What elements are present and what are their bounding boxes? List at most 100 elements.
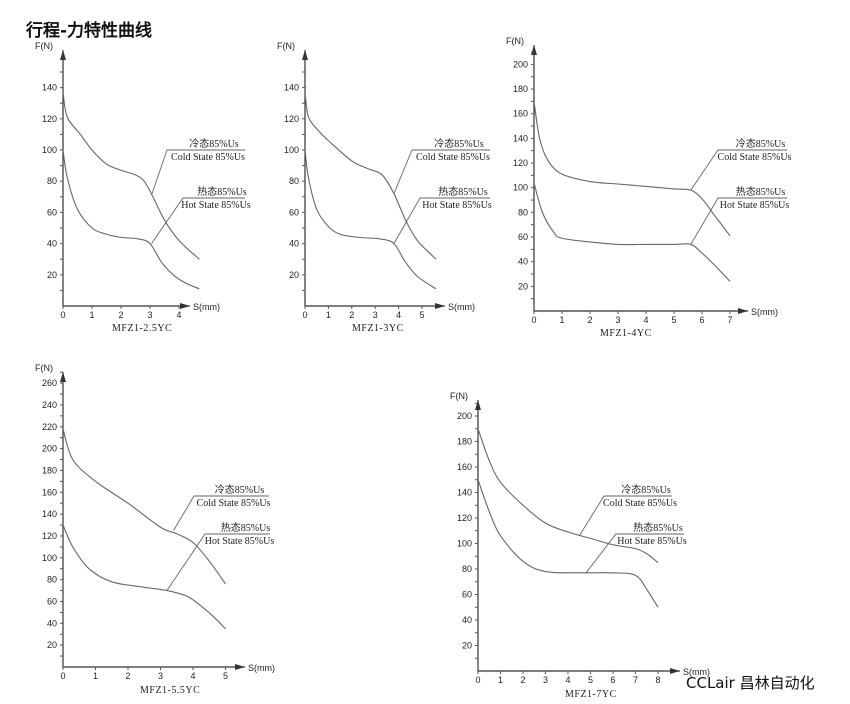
y-tick-label: 80	[47, 575, 57, 585]
leader-line	[393, 149, 490, 194]
cold-state-curve	[62, 92, 200, 260]
y-tick-label: 60	[47, 207, 57, 217]
x-tick-label: 1	[89, 310, 94, 320]
y-tick-label: 100	[42, 145, 57, 155]
series-label-cn: 冷态85%Us	[434, 137, 484, 150]
leader-line	[173, 495, 269, 531]
x-tick-label: 0	[475, 675, 480, 685]
x-tick-label: 2	[520, 675, 525, 685]
x-axis-arrow-icon	[435, 303, 445, 309]
y-tick-label: 40	[462, 615, 472, 625]
y-tick-label: 140	[457, 488, 472, 498]
y-tick-label: 140	[284, 83, 299, 93]
y-tick-label: 20	[462, 641, 472, 651]
y-tick-label: 20	[518, 281, 528, 291]
x-tick-label: 4	[565, 675, 570, 685]
series-label-cn: 热态85%Us	[438, 185, 488, 198]
series-label-en: Cold State 85%Us	[603, 498, 677, 509]
x-axis-label: S(mm)	[751, 307, 778, 317]
series-label-cn: 冷态85%Us	[736, 137, 786, 150]
x-tick-label: 4	[176, 310, 181, 320]
watermark: CCLair 昌林自动化	[686, 674, 815, 692]
chart-5: F(N) S(mm) 20 40 60 80 100 120 140 160 180 200 0 1 2 3 4…	[450, 391, 710, 700]
x-tick-label: 6	[699, 315, 704, 325]
hot-state-curve	[62, 524, 226, 630]
x-axis-label: S(mm)	[683, 667, 710, 677]
page-title: 行程-力特性曲线	[26, 21, 153, 41]
model-label: MFZ1-7YC	[565, 689, 617, 700]
x-tick-label: 7	[727, 315, 732, 325]
model-label: MFZ1-5.5YC	[140, 685, 200, 696]
x-tick-label: 8	[655, 675, 660, 685]
x-tick-label: 3	[147, 310, 152, 320]
y-tick-label: 60	[289, 207, 299, 217]
y-tick-label: 160	[513, 109, 528, 119]
y-tick-label: 100	[457, 539, 472, 549]
y-tick-label: 100	[284, 145, 299, 155]
y-tick-label: 80	[47, 176, 57, 186]
leader-line	[690, 149, 787, 191]
y-axis-arrow-icon	[302, 50, 308, 60]
x-tick-label: 0	[302, 310, 307, 320]
series-label-cn: 冷态85%Us	[189, 137, 239, 150]
y-tick-label: 260	[42, 378, 57, 388]
y-axis-label: F(N)	[277, 41, 295, 51]
y-tick-label: 80	[462, 564, 472, 574]
series-label-en: Cold State 85%Us	[416, 152, 490, 163]
y-tick-label: 200	[42, 444, 57, 454]
y-tick-label: 120	[42, 114, 57, 124]
y-axis-arrow-icon	[475, 400, 481, 410]
x-tick-label: 2	[125, 671, 130, 681]
y-tick-label: 120	[457, 513, 472, 523]
hot-state-curve	[533, 182, 731, 282]
cold-state-curve	[62, 428, 226, 585]
y-tick-label: 220	[42, 422, 57, 432]
y-tick-label: 20	[47, 640, 57, 650]
chart-3: F(N) S(mm) 20 40 60 80 100 120 140 160 180 200 0 1 2 3 4…	[506, 36, 792, 339]
y-axis-label: F(N)	[35, 41, 53, 51]
x-tick-label: 3	[158, 671, 163, 681]
hot-state-curve	[477, 479, 659, 608]
y-tick-label: 40	[47, 239, 57, 249]
x-tick-label: 5	[419, 310, 424, 320]
cold-state-curve	[533, 101, 731, 237]
y-tick-label: 200	[513, 59, 528, 69]
x-axis-arrow-icon	[670, 668, 680, 674]
series-label-en: Cold State 85%Us	[197, 498, 271, 509]
y-tick-label: 140	[42, 83, 57, 93]
hot-state-curve	[304, 149, 437, 290]
chart-1: F(N) S(mm) 20 40 60 80 100 120 140 0 1 2 3 4 冷态85%Us Co…	[35, 41, 251, 334]
x-tick-label: 1	[498, 675, 503, 685]
model-label: MFZ1-4YC	[600, 328, 652, 339]
x-tick-label: 0	[531, 315, 536, 325]
series-label-en: Hot State 85%Us	[181, 200, 251, 211]
y-tick-label: 20	[47, 270, 57, 280]
series-label-en: Cold State 85%Us	[718, 152, 792, 163]
y-tick-label: 40	[47, 618, 57, 628]
y-tick-label: 160	[457, 462, 472, 472]
x-tick-label: 4	[643, 315, 648, 325]
x-tick-label: 0	[60, 671, 65, 681]
y-tick-label: 200	[457, 411, 472, 421]
y-tick-label: 40	[518, 257, 528, 267]
y-tick-label: 20	[289, 270, 299, 280]
series-label-cn: 热态85%Us	[197, 185, 247, 198]
leader-line	[166, 533, 270, 591]
x-axis-label: S(mm)	[248, 663, 275, 673]
x-tick-label: 1	[326, 310, 331, 320]
x-tick-label: 2	[349, 310, 354, 320]
y-tick-label: 100	[42, 553, 57, 563]
y-axis-label: F(N)	[450, 391, 468, 401]
series-label-en: Hot State 85%Us	[422, 200, 492, 211]
x-tick-label: 4	[190, 671, 195, 681]
y-tick-label: 120	[513, 158, 528, 168]
cold-state-curve	[304, 92, 437, 260]
y-tick-label: 180	[42, 465, 57, 475]
cold-state-curve	[477, 428, 659, 564]
series-label-cn: 热态85%Us	[221, 521, 271, 534]
x-axis-label: S(mm)	[193, 302, 220, 312]
series-label-cn: 热态85%Us	[633, 521, 683, 534]
y-tick-label: 100	[513, 183, 528, 193]
leader-line	[393, 197, 490, 244]
